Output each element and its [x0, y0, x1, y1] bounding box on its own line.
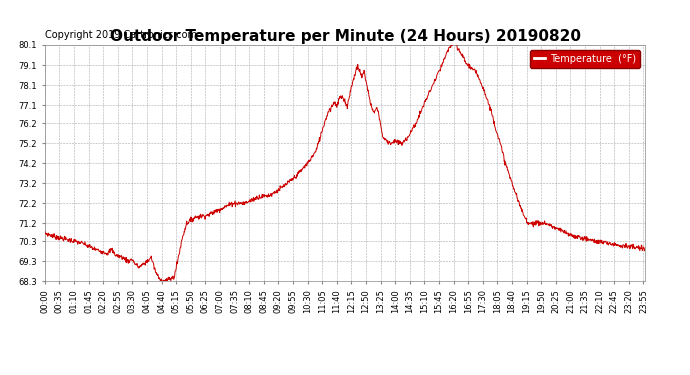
Text: Copyright 2019 Cartronics.com: Copyright 2019 Cartronics.com [45, 30, 197, 40]
Legend: Temperature  (°F): Temperature (°F) [530, 50, 640, 68]
Title: Outdoor Temperature per Minute (24 Hours) 20190820: Outdoor Temperature per Minute (24 Hours… [110, 29, 580, 44]
